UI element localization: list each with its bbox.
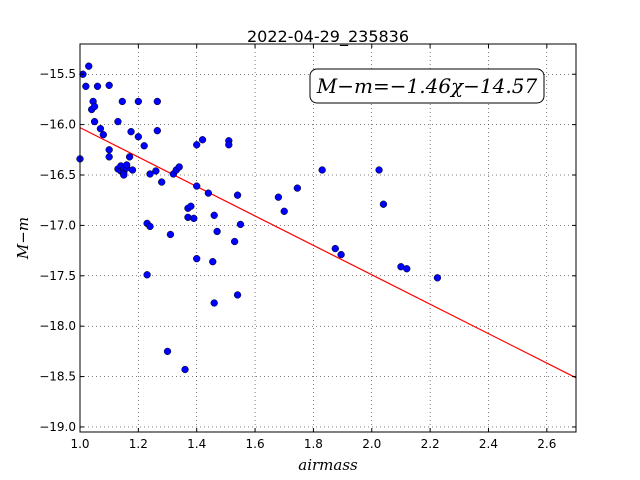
x-tick-label: 1.2 [129,437,148,451]
data-point [193,141,201,149]
plot-area [80,44,576,432]
data-point [105,153,113,161]
y-tick-label: −15.5 [39,67,76,81]
data-point [158,178,166,186]
data-point [274,193,283,201]
data-point [181,365,189,374]
plot-frame [79,43,577,433]
data-point [153,127,161,135]
fit-equation-annotation: M−m=−1.46χ−14.57 [316,74,538,98]
data-point [127,128,135,136]
x-axis-ticks: 1.0 1.2 1.4 1.6 1.8 2.0 2.2 2.4 2.6 [70,44,556,451]
data-point [209,258,217,266]
annotation-frame [309,68,545,104]
data-point [105,146,113,154]
y-tick-label: −17.0 [39,218,76,232]
data-point [146,170,154,178]
data-point [123,161,131,169]
data-point [190,214,198,222]
data-point [134,97,143,106]
y-tick-label: −19.0 [39,420,76,434]
data-point [375,166,383,174]
data-point [134,133,143,141]
data-point [152,167,160,175]
y-tick-label: −17.5 [39,269,76,283]
data-point [225,141,233,149]
data-point [90,102,99,111]
fit-line [79,127,577,379]
data-point [337,250,345,259]
data-point [153,97,161,106]
data-point [233,291,242,299]
data-point [230,237,239,246]
data-point [166,230,175,239]
x-axis-label: airmass [298,456,358,474]
data-point [118,97,126,106]
data-point [198,136,207,144]
chart-title: 2022-04-29_235836 [247,27,409,47]
data-point [125,153,134,161]
y-tick-label: −16.5 [39,168,76,182]
x-tick-label: 2.4 [479,437,498,451]
data-point [163,347,172,356]
data-point [120,171,128,179]
data-point [143,271,151,279]
data-point [82,82,90,90]
data-point [233,191,242,199]
x-tick-label: 1.8 [304,437,323,451]
x-tick-label: 2.0 [362,437,381,451]
data-point [210,299,218,307]
y-tick-label: −18.5 [39,370,76,384]
y-tick-label: −16.0 [39,118,76,132]
data-point [433,274,442,282]
data-point [210,211,218,219]
data-point [293,184,302,192]
data-point [90,117,99,126]
data-point [331,244,339,253]
data-point [105,81,113,89]
data-points [76,62,442,374]
data-point [193,255,201,263]
data-point [85,62,93,70]
x-tick-label: 1.6 [246,437,265,451]
annotation-box: M−m=−1.46χ−14.57 [309,68,545,104]
x-tick-label: 2.2 [421,437,440,451]
y-axis-ticks: −15.5 −16.0 −16.5 −17.0 −17.5 −18.0 −18.5 −19.0 [39,67,576,434]
x-tick-label: 1.0 [70,437,89,451]
data-point [146,222,154,231]
data-point [96,125,105,133]
data-point [213,227,221,236]
data-point [187,202,195,210]
x-tick-label: 1.4 [187,437,206,451]
data-point [318,166,326,174]
y-tick-label: −18.0 [39,319,76,333]
data-point [379,200,388,208]
y-axis-label: M−m [14,217,32,260]
data-point [93,82,102,90]
data-point [193,182,201,190]
data-point [403,265,411,273]
data-point [114,117,122,126]
fit-line-group [79,127,577,379]
data-point [99,131,107,139]
data-point [175,163,183,171]
data-point [128,166,137,174]
x-tick-label: 2.6 [537,437,556,451]
data-point [204,189,213,197]
data-point [140,142,148,150]
data-point [280,207,288,215]
data-point [236,220,245,229]
